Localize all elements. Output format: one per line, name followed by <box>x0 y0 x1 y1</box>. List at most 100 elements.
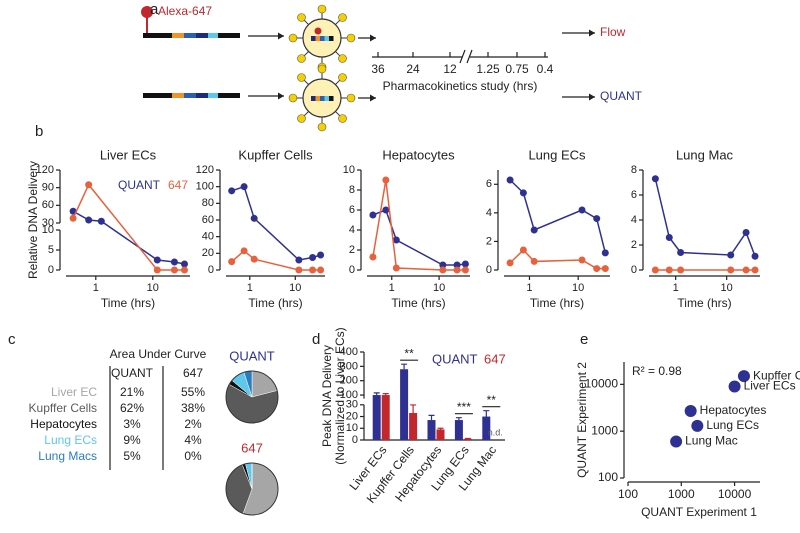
x-axis-label: Time (hrs) <box>391 296 445 310</box>
row-label: Hepatocytes <box>30 417 97 431</box>
y-tick-label: 6 <box>486 178 492 190</box>
payload <box>311 36 316 41</box>
y-axis-label: QUANT Experiment 2 <box>575 362 589 478</box>
y-tick-label: 6 <box>349 204 355 216</box>
payload <box>324 96 329 101</box>
y-tick-label: 0 <box>486 264 492 276</box>
significance: ** <box>404 346 414 360</box>
probe-label: Alexa-647 <box>158 4 212 18</box>
y-tick-label: 100 <box>598 470 618 484</box>
barcode <box>184 33 196 38</box>
y-tick-label: 0 <box>631 264 637 276</box>
y-tick-label: 8 <box>631 164 637 176</box>
y-tick-label: 2 <box>486 235 492 247</box>
data-point <box>727 266 735 274</box>
y-tick-label: 30 <box>346 399 358 411</box>
probe-head <box>141 6 153 18</box>
annotation: R² = 0.98 <box>632 364 682 378</box>
x-tick-label: 10 <box>433 282 445 294</box>
data-point <box>665 266 673 274</box>
barcode <box>196 33 208 38</box>
ligand <box>297 114 306 123</box>
payload <box>320 96 325 101</box>
panel-label: d <box>312 331 320 348</box>
data-point <box>530 226 538 234</box>
bar <box>436 429 445 440</box>
output-label: Flow <box>600 25 626 39</box>
timeline-tick-label: 24 <box>406 62 420 76</box>
data-point <box>670 435 683 448</box>
y-tick-label: 0 <box>208 264 214 276</box>
data-point <box>737 370 750 383</box>
arrow-head <box>589 29 595 37</box>
legend-entry: QUANT <box>118 178 161 192</box>
strand <box>143 33 240 38</box>
value-label: n.d. <box>488 427 503 437</box>
data-point <box>180 260 188 268</box>
data-point <box>461 266 469 274</box>
point-label: Hepatocytes <box>700 403 767 417</box>
y-tick-label: 4 <box>631 214 637 226</box>
data-point <box>601 249 609 257</box>
data-point <box>439 266 447 274</box>
data-point <box>651 266 659 274</box>
y-tick-label: 120 <box>36 164 54 176</box>
chart-title: Kupffer Cells <box>238 147 313 162</box>
chart-title: Liver ECs <box>100 147 157 162</box>
data-point <box>180 266 188 274</box>
timeline-tick-label: 0.4 <box>537 62 554 76</box>
chart-title: Hepatocytes <box>382 147 455 162</box>
data-point <box>651 175 659 183</box>
x-tick-label: 10 <box>721 282 733 294</box>
data-point <box>69 214 77 222</box>
output-label: QUANT <box>600 89 643 103</box>
arrow-head <box>278 32 284 40</box>
data-point <box>309 266 317 274</box>
data-point <box>250 214 258 222</box>
y-tick-label: 4 <box>486 207 492 219</box>
ligand <box>288 93 298 103</box>
column-header: QUANT <box>111 366 154 380</box>
ligand <box>297 73 306 82</box>
table-value: 2% <box>184 417 202 431</box>
significance: *** <box>457 400 471 414</box>
x-tick-label: 10 <box>572 282 584 294</box>
x-axis-label: Time (hrs) <box>677 296 731 310</box>
timeline-tick-label: 1.25 <box>476 62 500 76</box>
y-tick-label: 2 <box>631 239 637 251</box>
data-point <box>728 380 741 393</box>
point-label: Liver ECs <box>744 379 796 393</box>
pie-title: QUANT <box>229 348 275 363</box>
y-tick-label: 400 <box>340 346 358 358</box>
ligand <box>297 13 306 22</box>
y-tick-label: 20 <box>202 247 214 259</box>
table-value: 0% <box>184 449 202 463</box>
x-tick-label: 1 <box>673 282 679 294</box>
barcode <box>172 33 184 38</box>
table-value: 4% <box>184 433 202 447</box>
payload <box>320 36 325 41</box>
x-tick-label: 100 <box>618 487 638 501</box>
series-line <box>372 179 466 271</box>
y-tick-label: 20 <box>346 410 358 422</box>
payload <box>315 96 320 101</box>
x-axis-label: QUANT Experiment 1 <box>641 505 757 519</box>
x-axis-label: Time (hrs) <box>101 296 155 310</box>
x-tick-label: 10 <box>147 282 159 294</box>
data-point <box>461 260 469 268</box>
ligand <box>317 122 327 132</box>
bar <box>427 420 436 440</box>
table-value: 9% <box>123 433 141 447</box>
ligand <box>288 33 298 43</box>
error-bar <box>382 393 389 396</box>
significance: ** <box>487 393 497 407</box>
table-value: 21% <box>120 385 144 399</box>
data-point <box>530 257 538 265</box>
strand <box>143 93 240 98</box>
y-tick-label: 200 <box>340 375 358 387</box>
chart-title: Lung Mac <box>676 147 734 162</box>
payload <box>324 36 329 41</box>
arrow-head <box>370 34 376 42</box>
column-header: 647 <box>183 366 203 380</box>
